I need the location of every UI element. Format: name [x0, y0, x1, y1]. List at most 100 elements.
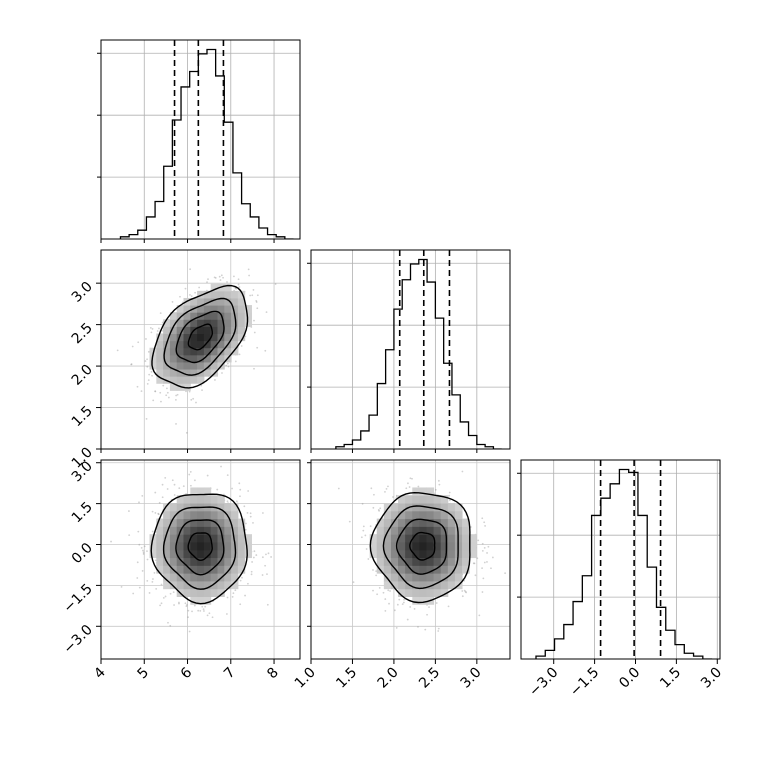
scatter-point	[157, 513, 160, 516]
density-cell	[176, 510, 185, 520]
density-cell	[433, 557, 442, 566]
density-cell	[369, 541, 378, 551]
density-cell	[203, 510, 212, 520]
scatter-point	[203, 610, 205, 612]
scatter-point	[218, 275, 221, 278]
density-cell	[224, 534, 232, 543]
density-cell	[433, 534, 442, 543]
density-cell	[237, 549, 246, 559]
x-tick-label: 1.5	[333, 665, 360, 692]
pair-panel-2-3	[310, 459, 511, 660]
scatter-point	[150, 370, 153, 373]
scatter-point	[184, 287, 187, 290]
scatter-point	[189, 484, 192, 487]
scatter-point	[387, 485, 389, 488]
scatter-point	[151, 374, 153, 377]
scatter-point	[227, 365, 230, 368]
density-cell	[197, 596, 205, 605]
scatter-point	[132, 592, 135, 595]
density-cell	[169, 534, 178, 543]
density-cell	[203, 369, 212, 377]
density-cell	[369, 549, 378, 559]
density-cell	[163, 347, 171, 356]
scatter-point	[448, 499, 451, 502]
scatter-point	[337, 487, 340, 490]
density-cell	[390, 526, 399, 535]
scatter-point	[189, 471, 192, 473]
scatter-point	[231, 487, 234, 490]
scatter-point	[157, 512, 160, 515]
density-cell	[224, 565, 232, 574]
scatter-point	[138, 501, 140, 504]
scatter-point	[110, 540, 112, 543]
scatter-point	[249, 512, 252, 515]
density-cell	[447, 565, 456, 574]
density-cell	[231, 565, 239, 574]
density-cell	[237, 565, 246, 574]
density-cell	[419, 534, 427, 543]
scatter-point	[256, 346, 259, 349]
scatter-point	[136, 561, 139, 564]
scatter-point	[413, 607, 416, 610]
scatter-point	[142, 553, 145, 555]
density-cell	[190, 354, 198, 363]
density-cell	[163, 565, 171, 574]
density-cell	[149, 361, 157, 370]
density-cell	[231, 347, 239, 356]
density-cell	[210, 340, 218, 349]
scatter-point	[234, 360, 237, 363]
scatter-point	[164, 595, 167, 598]
density-cell	[405, 573, 413, 582]
contour-line	[382, 505, 459, 590]
scatter-point	[190, 398, 193, 401]
density-cell	[169, 383, 178, 391]
density-cell	[224, 319, 232, 327]
density-cell	[217, 518, 225, 527]
scatter-point	[128, 510, 130, 512]
scatter-point	[251, 561, 253, 563]
scatter-point	[232, 592, 235, 595]
density-cell	[433, 565, 442, 574]
density-cell	[210, 518, 218, 527]
scatter-point	[188, 390, 191, 393]
density-cell	[176, 541, 185, 551]
y-tick-label: 2.5	[69, 320, 96, 347]
density-cell	[405, 495, 413, 504]
density-cell	[412, 487, 420, 496]
density-cell	[383, 573, 392, 582]
density-cell	[149, 549, 157, 559]
scatter-point	[379, 507, 382, 510]
scatter-point	[149, 326, 152, 329]
scatter-point	[402, 601, 405, 604]
density-cell	[376, 541, 385, 551]
density-cell	[433, 580, 442, 590]
scatter-point	[491, 556, 494, 559]
density-cell	[217, 319, 225, 327]
scatter-point	[221, 372, 223, 374]
scatter-point	[174, 398, 177, 401]
scatter-point	[238, 482, 241, 485]
scatter-point	[167, 621, 169, 624]
scatter-point	[256, 307, 259, 310]
density-cell	[462, 549, 470, 559]
density-cell	[183, 557, 191, 566]
density-cell	[398, 541, 406, 551]
density-cell	[426, 526, 435, 535]
scatter-point	[161, 483, 164, 486]
density-cell	[237, 333, 246, 342]
density-cell	[183, 588, 191, 597]
scatter-point	[375, 570, 378, 573]
density-cell	[183, 526, 191, 535]
density-cell	[447, 534, 456, 543]
scatter-point	[369, 525, 372, 528]
density-cell	[163, 354, 171, 363]
x-tick-label: 3.0	[458, 665, 485, 692]
scatter-point	[207, 278, 209, 281]
scatter-point	[214, 379, 216, 381]
x-tick-label: 0.0	[616, 665, 643, 692]
density-cell	[163, 319, 171, 327]
density-cell	[190, 361, 198, 370]
density-cell	[440, 588, 449, 597]
scatter-point	[246, 511, 249, 514]
scatter-point	[372, 506, 375, 509]
